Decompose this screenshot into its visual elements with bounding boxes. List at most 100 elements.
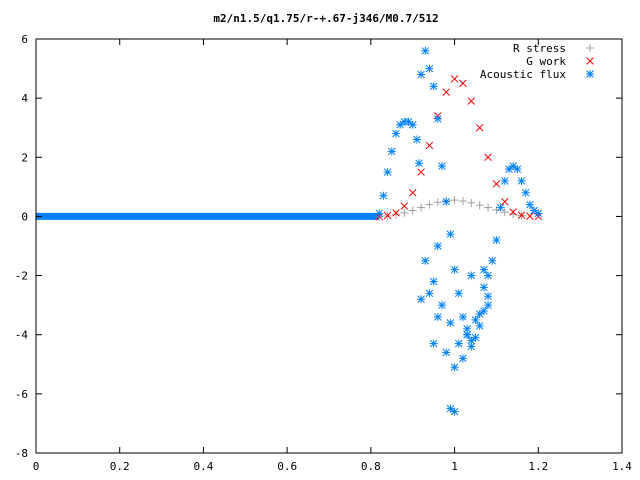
data-point	[500, 176, 509, 185]
data-point	[408, 120, 417, 129]
data-point	[458, 312, 467, 321]
legend-label: R stress	[513, 42, 566, 55]
data-point	[450, 196, 459, 205]
x-tick-label: 1.4	[612, 460, 632, 473]
data-point	[414, 159, 423, 168]
data-point	[492, 205, 501, 214]
data-point	[484, 271, 493, 280]
data-point	[425, 289, 434, 298]
legend-marker	[586, 70, 594, 78]
data-point	[429, 339, 438, 348]
legend-label: G work	[526, 55, 566, 68]
x-tick-label: 0.8	[361, 460, 381, 473]
data-point	[404, 117, 413, 126]
x-tick-label: 0.2	[110, 460, 130, 473]
data-point	[383, 168, 392, 177]
data-point	[492, 236, 501, 245]
data-point	[454, 339, 463, 348]
data-point	[479, 307, 488, 316]
data-point	[433, 198, 442, 207]
data-point	[517, 176, 526, 185]
data-point	[425, 200, 434, 209]
data-point	[400, 202, 409, 210]
data-point	[509, 210, 518, 219]
data-point	[463, 324, 472, 333]
data-point	[417, 295, 426, 304]
data-point	[450, 265, 459, 274]
data-point	[379, 191, 388, 200]
data-point	[446, 230, 455, 239]
chart-title: m2/n1.5/q1.75/r-+.67-j346/M0.7/512	[213, 12, 438, 25]
data-point	[530, 206, 539, 215]
data-point	[496, 203, 505, 212]
data-point	[517, 211, 526, 219]
data-point	[450, 363, 459, 372]
data-point	[501, 197, 509, 206]
data-point	[484, 203, 493, 212]
y-tick-label: -2	[15, 270, 28, 283]
data-point	[446, 404, 455, 413]
data-point	[375, 209, 384, 218]
data-point	[475, 201, 484, 210]
data-point	[429, 82, 438, 91]
data-point	[526, 212, 534, 220]
data-point	[383, 211, 392, 220]
data-point	[417, 168, 425, 176]
data-point	[429, 277, 438, 286]
data-point	[421, 46, 430, 55]
data-point	[521, 188, 530, 197]
data-point	[479, 283, 488, 292]
data-point	[442, 88, 450, 96]
data-point	[471, 315, 480, 324]
data-point	[425, 64, 434, 73]
data-point	[421, 256, 430, 265]
data-point	[475, 310, 484, 319]
data-point	[438, 162, 447, 171]
data-point	[433, 242, 442, 250]
data-point	[513, 165, 522, 174]
plot-frame	[35, 38, 623, 454]
data-point	[417, 203, 426, 212]
data-point	[471, 333, 480, 342]
y-tick-label: 4	[21, 92, 28, 105]
data-point	[500, 208, 509, 217]
data-point	[475, 321, 484, 330]
data-point	[479, 265, 488, 274]
data-point	[387, 147, 396, 156]
data-point	[408, 206, 417, 215]
data-point	[433, 114, 442, 123]
data-point	[433, 312, 442, 321]
data-point	[450, 407, 459, 416]
data-point	[475, 123, 484, 132]
y-tick-label: -4	[15, 329, 29, 342]
x-tick-label: 0	[33, 460, 40, 473]
data-point	[463, 330, 472, 339]
data-point	[408, 189, 417, 197]
data-point	[488, 256, 497, 265]
data-point	[467, 97, 476, 105]
data-point	[504, 165, 513, 174]
legend-label: Acoustic flux	[480, 68, 566, 81]
data-point	[442, 348, 451, 357]
data-point	[459, 79, 467, 88]
data-point	[400, 208, 409, 217]
data-point	[450, 75, 459, 83]
data-point	[391, 129, 400, 138]
data-point	[417, 70, 426, 79]
y-tick-label: 6	[21, 33, 28, 46]
y-tick-label: -8	[15, 447, 28, 460]
data-point	[534, 209, 543, 218]
data-point	[446, 318, 455, 327]
data-point	[467, 198, 476, 207]
y-tick-label: -6	[15, 388, 28, 401]
data-point	[391, 210, 400, 219]
series-g-work	[375, 75, 543, 221]
data-point	[438, 301, 447, 310]
x-tick-label: 0.6	[277, 460, 297, 473]
y-tick-label: 0	[21, 210, 28, 223]
data-point	[412, 135, 421, 144]
data-point	[484, 292, 493, 301]
data-point	[442, 197, 451, 206]
data-point	[425, 141, 434, 150]
